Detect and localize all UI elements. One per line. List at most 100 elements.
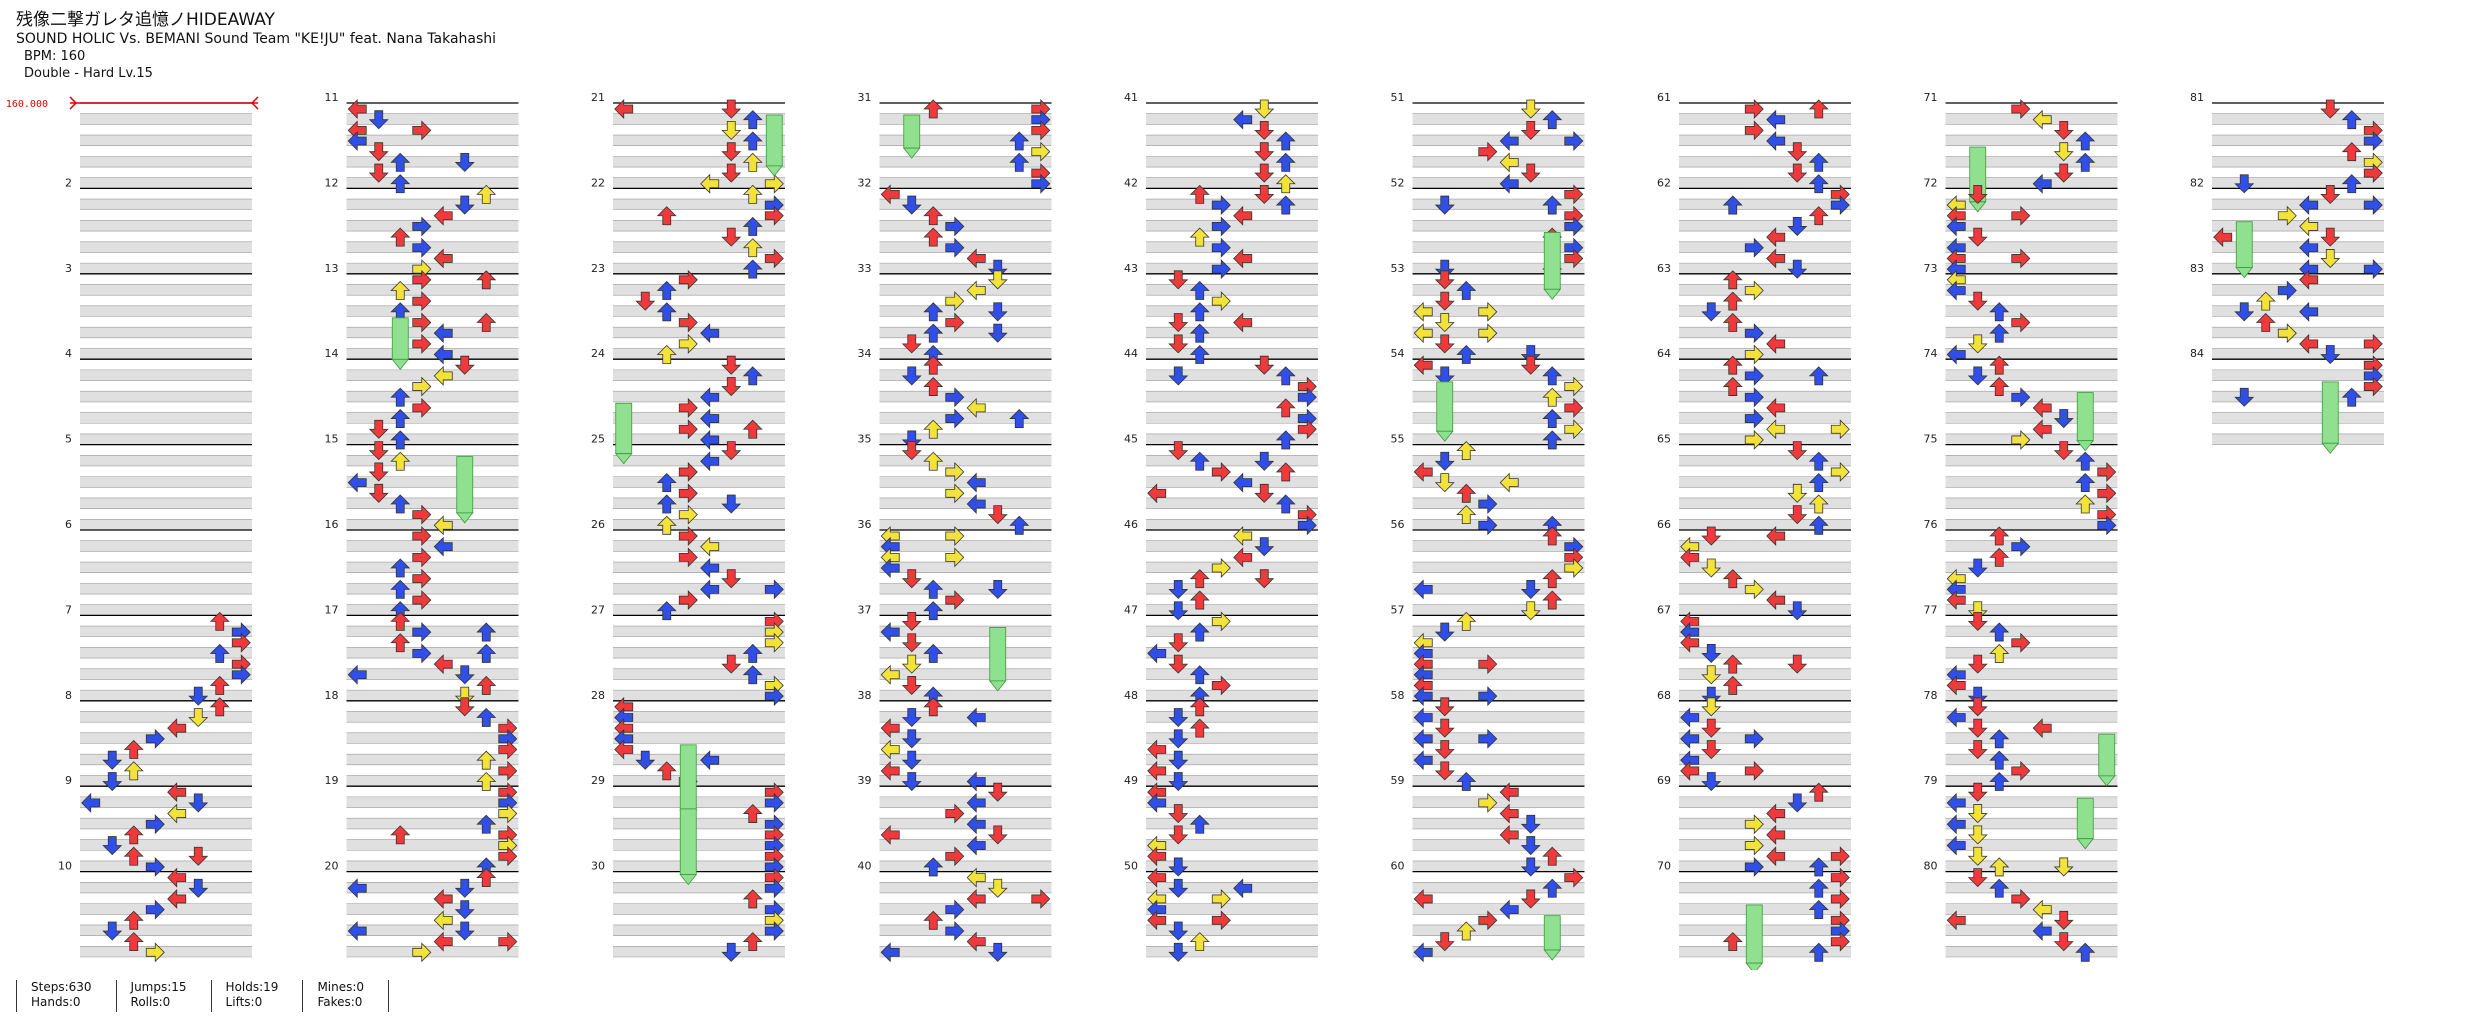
step-arrow xyxy=(1456,505,1477,525)
measure-block xyxy=(80,102,252,189)
measure-number: 16 xyxy=(325,518,339,531)
step-arrow xyxy=(742,152,763,172)
step-arrow xyxy=(1722,376,1743,396)
step-arrow xyxy=(1168,750,1189,770)
beat-stripe xyxy=(346,690,519,701)
step-arrow-shape xyxy=(2011,99,2031,119)
step-arrow xyxy=(1434,761,1455,781)
beat-stripe xyxy=(1945,690,2118,701)
step-arrow xyxy=(1989,622,2010,642)
beat-stripe xyxy=(613,754,785,765)
step-arrow xyxy=(1766,397,1786,418)
step-arrow-shape xyxy=(1189,280,1210,300)
step-arrow-shape xyxy=(476,750,497,770)
step-arrow xyxy=(1967,697,1988,717)
step-arrow xyxy=(1830,195,1850,216)
step-arrow xyxy=(1434,366,1455,386)
beat-stripe xyxy=(1679,433,1851,445)
step-arrow xyxy=(945,846,965,867)
step-arrow xyxy=(1967,184,1988,204)
step-arrow xyxy=(2075,152,2096,172)
measure-number: 34 xyxy=(858,347,872,360)
step-arrow xyxy=(1967,291,1988,311)
step-arrow-shape xyxy=(1787,217,1808,236)
step-arrow-shape xyxy=(1275,131,1296,151)
step-arrow xyxy=(1787,217,1808,236)
step-arrow xyxy=(498,803,518,824)
beat-stripe xyxy=(1945,903,2118,915)
step-arrow xyxy=(1808,515,1829,535)
beat-stripe xyxy=(80,668,252,680)
song-artist: SOUND HOLIC Vs. BEMANI Sound Team "KE!JU… xyxy=(16,31,497,47)
beat-stripe xyxy=(1679,113,1851,125)
step-arrow-shape xyxy=(1701,644,1722,663)
measure-block: 28 xyxy=(591,689,785,787)
beat-stripe xyxy=(1945,626,2118,637)
step-arrow-shape xyxy=(2032,899,2052,920)
beat-stripe xyxy=(613,604,785,616)
step-arrow xyxy=(678,590,698,611)
beat-stripe xyxy=(613,882,785,893)
beat-stripe xyxy=(1412,455,1585,466)
step-arrow xyxy=(1168,708,1189,728)
bpm-value-label: 160.000 xyxy=(6,99,48,110)
step-arrow xyxy=(1168,601,1189,621)
step-arrow xyxy=(476,312,497,332)
step-arrow-shape xyxy=(1456,611,1477,631)
beat-stripe xyxy=(1679,284,1851,296)
step-arrow xyxy=(1413,942,1433,963)
step-arrow xyxy=(1275,195,1296,215)
step-arrow-shape xyxy=(923,857,944,877)
step-arrow xyxy=(764,205,784,226)
beat-stripe xyxy=(879,903,1052,915)
beat-stripe xyxy=(879,882,1052,893)
step-arrow xyxy=(880,664,900,685)
beat-stripe xyxy=(613,391,785,402)
step-arrow xyxy=(1168,772,1189,792)
step-arrow-shape xyxy=(476,707,497,727)
step-arrow-shape xyxy=(721,99,742,119)
step-arrow xyxy=(1701,644,1722,663)
step-arrow-shape xyxy=(2011,536,2031,557)
step-arrow-shape xyxy=(700,451,720,472)
step-arrow xyxy=(1808,473,1829,493)
step-arrow-shape xyxy=(614,739,634,760)
step-arrow xyxy=(1413,355,1433,376)
step-arrow-shape xyxy=(2234,302,2255,322)
step-arrow-shape xyxy=(987,825,1008,845)
step-arrow-shape xyxy=(1542,569,1563,589)
beat-stripe xyxy=(1945,818,2118,829)
step-arrow-shape xyxy=(1189,302,1210,322)
step-arrow xyxy=(1275,430,1296,450)
step-arrow xyxy=(1009,515,1030,535)
beat-stripe xyxy=(346,711,519,723)
beat-stripe xyxy=(80,177,252,189)
beat-stripe xyxy=(879,177,1052,189)
beat-stripe xyxy=(613,903,785,915)
beat-stripe xyxy=(613,263,785,274)
step-arrow-shape xyxy=(721,227,742,247)
step-arrow-shape xyxy=(476,868,497,887)
measure-number: 8 xyxy=(65,689,72,702)
step-arrow xyxy=(1542,526,1563,546)
step-arrow xyxy=(1478,910,1498,931)
step-arrow xyxy=(1564,216,1584,237)
step-arrow xyxy=(454,686,475,706)
measure-block: 21 xyxy=(591,91,785,189)
step-arrow-shape xyxy=(1275,174,1296,194)
step-arrow xyxy=(1275,366,1296,386)
step-arrow-shape xyxy=(742,238,763,258)
step-arrow-shape xyxy=(1967,291,1988,311)
step-arrow-shape xyxy=(1168,654,1189,674)
beat-stripe xyxy=(1412,946,1585,957)
step-arrow xyxy=(2299,195,2319,216)
step-arrow-shape xyxy=(498,846,518,867)
hold-tail xyxy=(1543,288,1562,300)
step-arrow xyxy=(1456,280,1477,300)
step-arrow-shape xyxy=(2277,205,2297,226)
step-arrow-shape xyxy=(901,676,922,696)
step-arrow-shape xyxy=(347,878,367,899)
step-arrow-shape xyxy=(412,376,432,397)
measure-block: 12 xyxy=(325,176,519,274)
measure-block: 8 xyxy=(65,689,252,787)
